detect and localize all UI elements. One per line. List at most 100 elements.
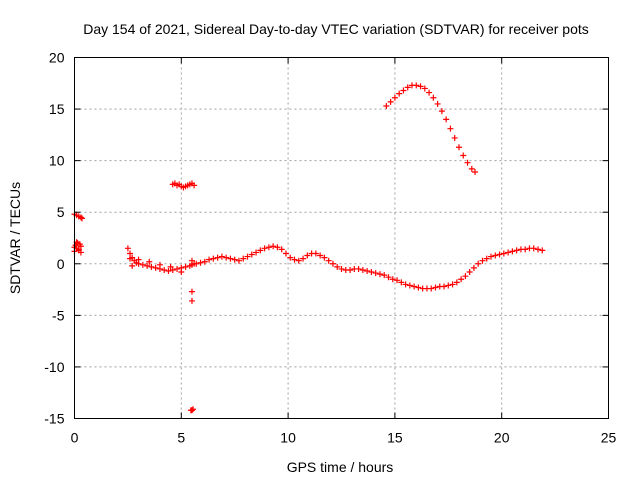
data-point — [261, 245, 268, 252]
data-point — [364, 268, 371, 275]
x-tick-label: 10 — [280, 430, 296, 446]
data-point — [304, 252, 311, 259]
data-point — [406, 282, 413, 289]
data-point — [513, 247, 520, 254]
data-point — [193, 260, 200, 267]
chart-title: Day 154 of 2021, Sidereal Day-to-day VTE… — [83, 21, 589, 37]
x-tick-label: 25 — [601, 430, 617, 446]
data-point — [447, 125, 454, 132]
data-point — [432, 284, 439, 291]
x-tick-label: 0 — [71, 430, 79, 446]
data-point — [191, 182, 198, 189]
data-point — [124, 245, 131, 252]
data-point — [77, 249, 84, 256]
data-point — [468, 165, 475, 172]
data-point — [182, 263, 189, 270]
data-point — [464, 159, 471, 166]
data-point — [411, 283, 418, 290]
data-point — [462, 273, 469, 280]
data-point — [287, 254, 294, 261]
x-tick-label: 5 — [177, 430, 185, 446]
data-point — [210, 255, 217, 262]
data-point — [167, 263, 174, 270]
data-point — [400, 87, 407, 94]
data-point — [387, 98, 394, 105]
data-point — [453, 279, 460, 286]
data-point — [396, 90, 403, 97]
data-point — [492, 252, 499, 259]
data-point — [282, 250, 289, 257]
data-point — [434, 100, 441, 107]
data-point — [178, 269, 185, 276]
x-axis-label: GPS time / hours — [287, 459, 394, 475]
data-point — [148, 263, 155, 270]
data-point — [539, 247, 546, 254]
data-point — [394, 277, 401, 284]
data-point — [460, 152, 467, 159]
data-point — [359, 266, 366, 273]
y-tick-label: 0 — [57, 256, 65, 272]
data-point — [197, 259, 204, 266]
data-point — [368, 269, 375, 276]
data-point — [455, 144, 462, 151]
data-point — [522, 246, 529, 253]
data-point — [188, 288, 195, 295]
data-point — [338, 265, 345, 272]
data-point — [223, 254, 230, 261]
data-point — [372, 270, 379, 277]
data-point — [274, 244, 281, 251]
data-point — [187, 407, 194, 414]
data-point — [206, 256, 213, 263]
data-point — [312, 250, 319, 257]
y-tick-label: 20 — [49, 50, 65, 66]
data-point — [381, 272, 388, 279]
data-point — [161, 266, 168, 273]
data-point — [443, 116, 450, 123]
data-point — [253, 249, 260, 256]
x-tick-label: 15 — [387, 430, 403, 446]
data-point — [458, 276, 465, 283]
data-point — [139, 261, 146, 268]
data-point — [248, 251, 255, 258]
x-tick-label: 20 — [494, 430, 510, 446]
data-point — [472, 168, 478, 175]
data-point — [430, 94, 437, 101]
data-point — [391, 94, 398, 101]
y-tick-label: 10 — [49, 153, 65, 169]
data-point — [201, 258, 208, 265]
data-point — [291, 256, 298, 263]
data-point — [265, 244, 272, 251]
data-point — [355, 265, 362, 272]
data-point — [78, 215, 85, 222]
data-point — [505, 249, 512, 256]
data-point — [129, 262, 136, 269]
data-point — [156, 261, 163, 268]
data-point — [257, 247, 264, 254]
y-tick-label: -5 — [52, 307, 65, 323]
data-point — [535, 246, 542, 253]
data-point — [509, 248, 516, 255]
y-tick-label: -10 — [44, 359, 64, 375]
y-axis-label: SDTVAR / TECUs — [7, 182, 23, 294]
data-point — [428, 285, 435, 292]
data-point — [165, 268, 172, 275]
data-point — [244, 253, 251, 260]
data-point — [317, 252, 324, 259]
data-point — [449, 281, 456, 288]
data-point — [300, 255, 307, 262]
data-point — [445, 282, 452, 289]
data-point — [398, 279, 405, 286]
grid-lines — [74, 57, 609, 419]
data-point — [278, 246, 285, 253]
data-point — [415, 284, 422, 291]
data-point — [235, 257, 242, 264]
data-point — [451, 134, 458, 141]
plot-frame — [74, 57, 609, 419]
data-point — [77, 214, 84, 221]
data-point — [500, 250, 507, 257]
data-point — [496, 251, 503, 258]
y-tick-label: 5 — [57, 204, 65, 220]
data-point — [169, 266, 176, 273]
data-point — [376, 271, 383, 278]
